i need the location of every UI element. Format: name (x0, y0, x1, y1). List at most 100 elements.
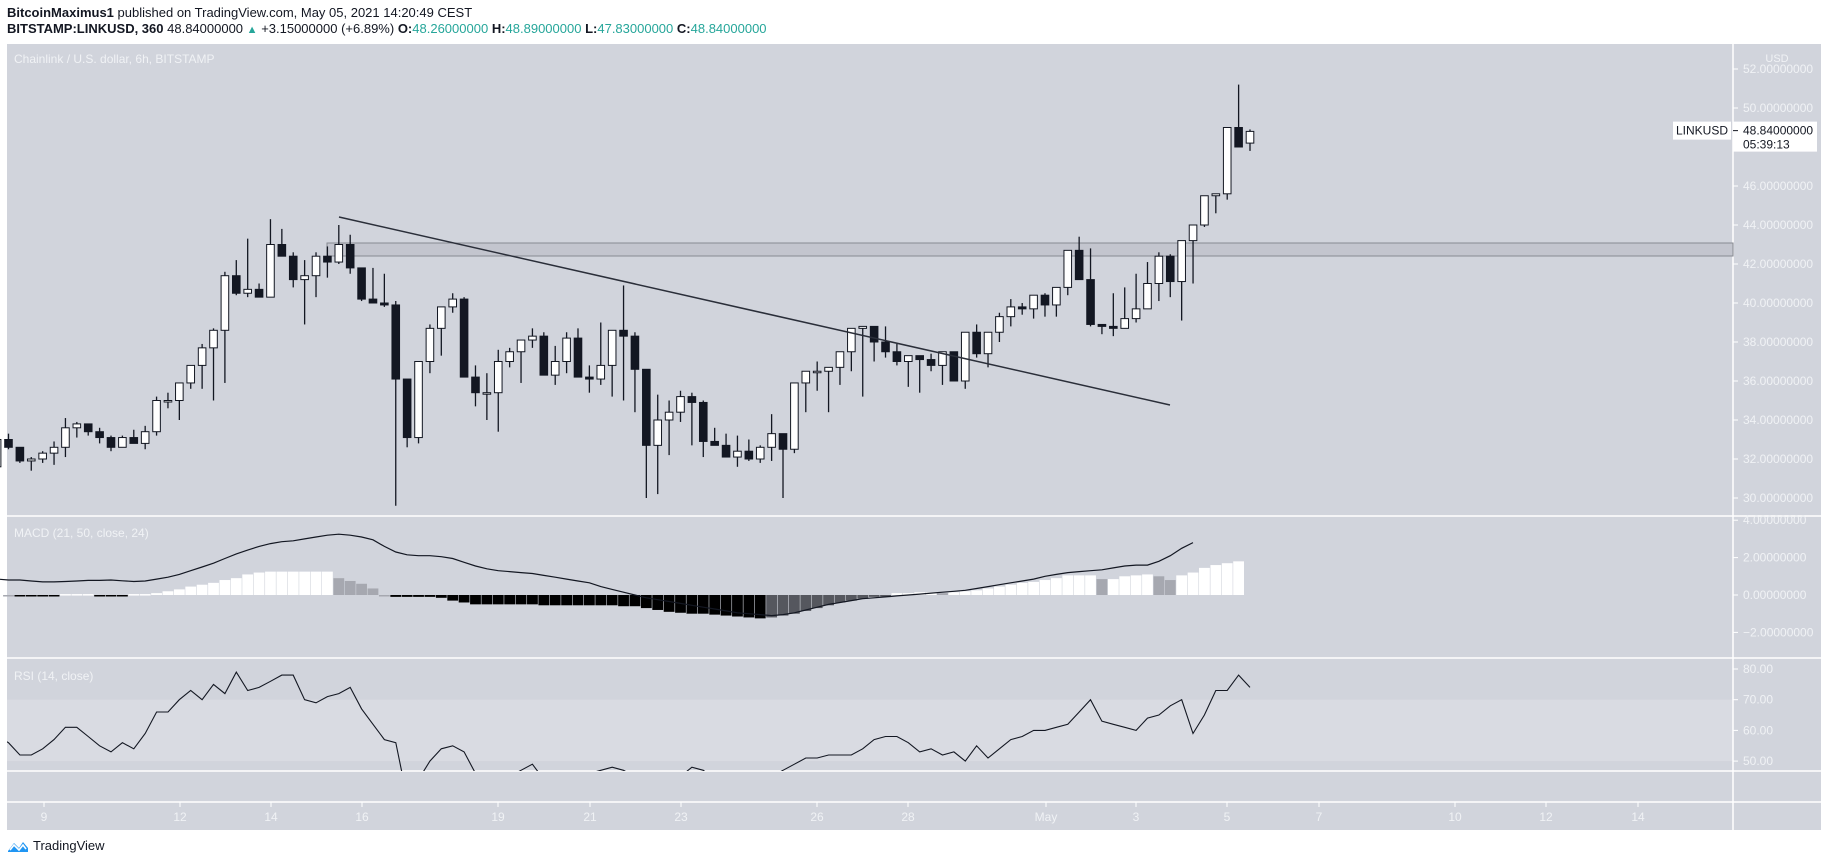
candle-body[interactable] (812, 370, 822, 374)
candle-body[interactable] (642, 368, 651, 446)
candle-body[interactable] (607, 329, 617, 366)
candle-body[interactable] (1017, 306, 1027, 310)
candle-body[interactable] (4, 439, 13, 448)
candle-body[interactable] (345, 244, 355, 269)
author-name[interactable]: BitcoinMaximus1 (7, 5, 114, 20)
candle-body[interactable] (49, 446, 59, 454)
candle-body[interactable] (175, 382, 184, 402)
candle-body[interactable] (1245, 130, 1255, 144)
candle-body[interactable] (61, 427, 70, 448)
candle-body[interactable] (1143, 283, 1152, 310)
candle-body[interactable] (0, 439, 2, 468)
candle-body[interactable] (72, 423, 82, 429)
candle-body[interactable] (505, 351, 514, 362)
resistance-zone[interactable] (326, 242, 1734, 257)
candle-body[interactable] (402, 378, 412, 439)
candle-body[interactable] (459, 298, 469, 378)
candle-body[interactable] (1131, 308, 1141, 320)
candle-body[interactable] (1097, 323, 1107, 327)
candle-body[interactable] (767, 433, 776, 448)
candle-body[interactable] (596, 364, 606, 380)
candle-body[interactable] (847, 327, 856, 353)
candle-body[interactable] (26, 458, 36, 462)
candle-body[interactable] (550, 361, 560, 376)
candle-body[interactable] (1074, 249, 1084, 281)
candle-body[interactable] (106, 437, 116, 448)
candle-body[interactable] (129, 437, 139, 444)
candle-body[interactable] (710, 440, 719, 446)
candle-body[interactable] (516, 339, 526, 353)
candle-body[interactable] (972, 331, 981, 355)
candle-body[interactable] (220, 275, 230, 331)
candle-body[interactable] (1177, 240, 1186, 283)
candle-body[interactable] (778, 433, 788, 450)
candle-body[interactable] (869, 325, 879, 343)
candle-body[interactable] (573, 337, 583, 378)
candle-body[interactable] (1188, 224, 1198, 242)
candle-body[interactable] (391, 304, 401, 380)
rsi-line[interactable] (0, 670, 1251, 804)
candle-body[interactable] (585, 376, 594, 380)
candle-body[interactable] (38, 452, 47, 460)
candle-body[interactable] (755, 446, 765, 460)
candle-body[interactable] (1120, 318, 1130, 329)
candle-body[interactable] (140, 431, 150, 444)
candle-body[interactable] (414, 361, 423, 439)
candle-body[interactable] (380, 302, 389, 306)
candle-body[interactable] (539, 335, 549, 376)
candle-body[interactable] (915, 355, 924, 361)
candle-body[interactable] (448, 298, 457, 308)
candle-body[interactable] (653, 419, 663, 446)
candle-body[interactable] (1200, 195, 1209, 226)
candle-body[interactable] (1006, 306, 1016, 318)
candle-body[interactable] (231, 275, 241, 294)
candle-body[interactable] (243, 288, 252, 294)
candle-body[interactable] (630, 335, 640, 370)
candle-body[interactable] (1040, 294, 1050, 306)
candle-body[interactable] (1234, 127, 1243, 148)
candle-body[interactable] (186, 364, 196, 384)
candle-body[interactable] (1154, 255, 1164, 285)
candle-body[interactable] (425, 327, 435, 363)
candle-body[interactable] (983, 331, 993, 355)
candle-body[interactable] (288, 255, 298, 281)
candle-body[interactable] (209, 329, 218, 349)
candle-body[interactable] (437, 306, 446, 329)
candle-body[interactable] (83, 423, 93, 433)
candle-body[interactable] (1109, 325, 1118, 329)
candle-body[interactable] (1222, 127, 1232, 195)
candle-body[interactable] (926, 359, 936, 366)
candle-body[interactable] (664, 411, 674, 421)
candle-body[interactable] (676, 396, 685, 413)
candle-body[interactable] (266, 244, 275, 298)
candle-body[interactable] (311, 255, 321, 277)
candle-body[interactable] (1165, 255, 1175, 283)
candle-body[interactable] (619, 329, 628, 337)
candle-body[interactable] (277, 244, 287, 257)
descending-trendline[interactable] (338, 216, 1171, 406)
candle-body[interactable] (1086, 279, 1095, 325)
candle-body[interactable] (368, 298, 378, 304)
tradingview-footer[interactable]: TradingView (7, 838, 105, 853)
candle-body[interactable] (528, 335, 537, 341)
candle-body[interactable] (118, 437, 127, 448)
candle-body[interactable] (790, 382, 799, 450)
candle-body[interactable] (163, 400, 173, 403)
candle-body[interactable] (892, 351, 902, 362)
candle-body[interactable] (95, 431, 104, 439)
candle-body[interactable] (744, 450, 754, 460)
candle-body[interactable] (824, 366, 833, 372)
candle-body[interactable] (698, 401, 708, 442)
candle-body[interactable] (323, 255, 332, 263)
candle-body[interactable] (858, 325, 868, 329)
candle-body[interactable] (482, 392, 492, 395)
candle-body[interactable] (1211, 193, 1221, 197)
candle-body[interactable] (801, 370, 811, 384)
candle-body[interactable] (15, 446, 25, 462)
candle-body[interactable] (471, 376, 480, 394)
candle-body[interactable] (357, 267, 366, 300)
candle-body[interactable] (152, 400, 161, 433)
candle-body[interactable] (300, 275, 309, 281)
macd-line[interactable] (0, 533, 1194, 617)
